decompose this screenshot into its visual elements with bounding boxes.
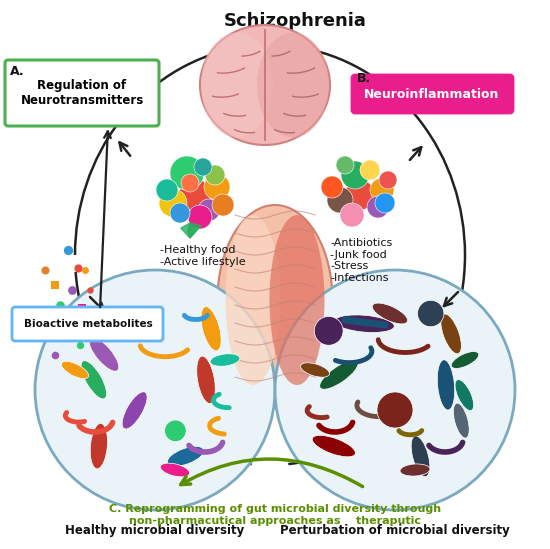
Circle shape bbox=[360, 160, 380, 180]
Point bbox=[74, 264, 82, 272]
Ellipse shape bbox=[167, 446, 204, 466]
Ellipse shape bbox=[161, 463, 190, 477]
Point bbox=[56, 301, 64, 310]
Point bbox=[78, 304, 86, 312]
Circle shape bbox=[159, 189, 187, 217]
Circle shape bbox=[377, 392, 413, 428]
Ellipse shape bbox=[201, 307, 221, 351]
Circle shape bbox=[181, 174, 199, 192]
Point bbox=[75, 340, 84, 349]
Polygon shape bbox=[181, 223, 190, 238]
Ellipse shape bbox=[400, 464, 430, 476]
Polygon shape bbox=[190, 223, 196, 238]
Circle shape bbox=[345, 180, 375, 210]
Ellipse shape bbox=[226, 215, 280, 385]
Ellipse shape bbox=[210, 354, 240, 366]
Ellipse shape bbox=[217, 205, 333, 395]
Text: Bioactive metabolites: Bioactive metabolites bbox=[24, 319, 152, 329]
Text: C. Reprogramming of gut microbial diversity through
non-pharmacutical approaches: C. Reprogramming of gut microbial divers… bbox=[109, 504, 441, 525]
Ellipse shape bbox=[62, 361, 89, 379]
Ellipse shape bbox=[201, 32, 273, 137]
Point bbox=[46, 316, 54, 324]
Text: A.: A. bbox=[10, 65, 25, 78]
Circle shape bbox=[375, 193, 395, 213]
Text: Schizophrenia: Schizophrenia bbox=[223, 12, 366, 30]
Circle shape bbox=[367, 196, 389, 218]
Ellipse shape bbox=[164, 420, 186, 441]
Circle shape bbox=[194, 158, 212, 176]
Circle shape bbox=[179, 179, 211, 211]
Ellipse shape bbox=[372, 303, 408, 324]
Circle shape bbox=[321, 176, 343, 198]
Circle shape bbox=[188, 205, 212, 229]
Ellipse shape bbox=[200, 25, 330, 145]
Ellipse shape bbox=[257, 32, 329, 137]
Ellipse shape bbox=[417, 300, 444, 327]
Ellipse shape bbox=[86, 320, 152, 338]
Ellipse shape bbox=[441, 314, 461, 354]
Circle shape bbox=[336, 156, 354, 174]
Ellipse shape bbox=[89, 338, 119, 371]
Point bbox=[58, 334, 67, 343]
Circle shape bbox=[170, 203, 190, 223]
Text: Healthy microbial diversity: Healthy microbial diversity bbox=[65, 524, 245, 537]
Ellipse shape bbox=[314, 316, 343, 345]
Ellipse shape bbox=[437, 360, 455, 410]
Ellipse shape bbox=[81, 361, 107, 399]
Ellipse shape bbox=[455, 379, 474, 411]
Circle shape bbox=[340, 203, 364, 227]
Circle shape bbox=[212, 194, 234, 216]
Ellipse shape bbox=[451, 351, 479, 368]
Circle shape bbox=[379, 171, 397, 189]
Circle shape bbox=[35, 270, 275, 510]
Circle shape bbox=[204, 174, 230, 200]
Circle shape bbox=[275, 270, 515, 510]
Ellipse shape bbox=[320, 360, 358, 389]
Circle shape bbox=[205, 165, 225, 185]
Point bbox=[86, 285, 95, 294]
Circle shape bbox=[156, 179, 178, 201]
FancyBboxPatch shape bbox=[352, 75, 513, 113]
Point bbox=[51, 351, 59, 360]
Ellipse shape bbox=[453, 403, 469, 438]
Text: -Healthy food
-Active lifestyle: -Healthy food -Active lifestyle bbox=[160, 245, 246, 267]
Ellipse shape bbox=[411, 436, 430, 477]
Ellipse shape bbox=[122, 392, 147, 429]
Ellipse shape bbox=[197, 356, 215, 404]
Polygon shape bbox=[165, 330, 222, 400]
Text: -Antibiotics
-Junk food
-Stress
-Infections: -Antibiotics -Junk food -Stress -Infecti… bbox=[330, 238, 392, 283]
Polygon shape bbox=[190, 223, 201, 238]
Ellipse shape bbox=[90, 423, 107, 469]
Ellipse shape bbox=[300, 363, 329, 377]
Polygon shape bbox=[328, 330, 390, 400]
Text: Perturbation of microbial diversity: Perturbation of microbial diversity bbox=[280, 524, 510, 537]
FancyBboxPatch shape bbox=[5, 60, 159, 126]
Point bbox=[64, 245, 73, 254]
Circle shape bbox=[370, 178, 394, 202]
FancyBboxPatch shape bbox=[12, 307, 163, 341]
Point bbox=[68, 285, 76, 294]
Point bbox=[41, 266, 50, 274]
Ellipse shape bbox=[270, 215, 324, 385]
Circle shape bbox=[327, 187, 353, 213]
Point bbox=[51, 281, 59, 289]
Polygon shape bbox=[188, 223, 190, 238]
Circle shape bbox=[198, 199, 220, 221]
Ellipse shape bbox=[334, 315, 394, 333]
Text: B.: B. bbox=[357, 72, 371, 85]
Ellipse shape bbox=[312, 435, 355, 457]
Point bbox=[81, 266, 90, 274]
Text: Regulation of
Neurotransmitters: Regulation of Neurotransmitters bbox=[20, 79, 144, 107]
Text: Neuroinflammation: Neuroinflammation bbox=[364, 87, 500, 100]
Point bbox=[70, 321, 79, 329]
Circle shape bbox=[170, 156, 204, 190]
Circle shape bbox=[341, 161, 369, 189]
